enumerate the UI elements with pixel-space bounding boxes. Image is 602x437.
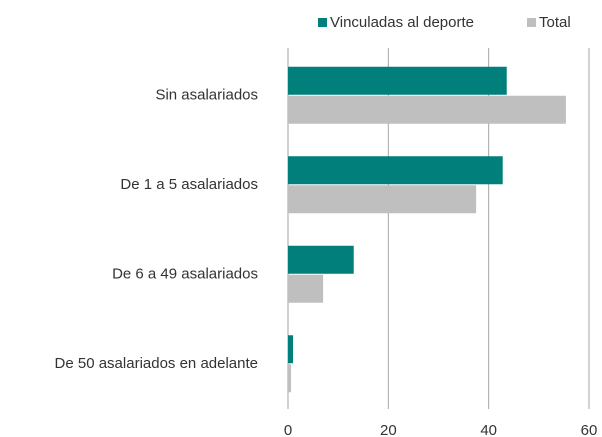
bar — [288, 95, 566, 124]
bar — [288, 185, 477, 214]
bar — [288, 274, 324, 303]
legend-label: Vinculadas al deporte — [330, 14, 474, 31]
x-tick-label: 40 — [480, 422, 497, 437]
bar — [288, 66, 507, 95]
bar — [288, 364, 292, 393]
y-tick-label: De 1 a 5 asalariados — [120, 176, 258, 193]
legend-swatch — [318, 18, 327, 27]
legend-swatch — [527, 18, 536, 27]
x-tick-label: 0 — [284, 422, 292, 437]
y-tick-label: De 50 asalariados en adelante — [55, 355, 258, 372]
x-tick-label: 20 — [380, 422, 397, 437]
y-tick-label: De 6 a 49 asalariados — [112, 266, 258, 283]
bar — [288, 156, 503, 185]
bar — [288, 335, 294, 364]
x-tick-label: 60 — [581, 422, 598, 437]
y-tick-label: Sin asalariados — [155, 87, 258, 104]
bar — [288, 245, 354, 274]
legend-label: Total — [539, 14, 571, 31]
